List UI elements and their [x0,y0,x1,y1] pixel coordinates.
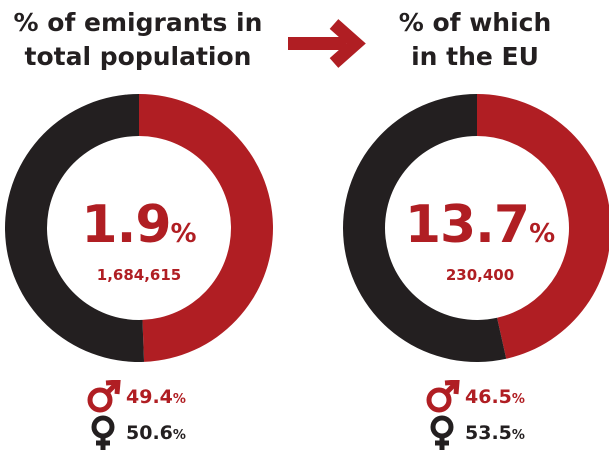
left-donut-center: 1.9% 1,684,615 [49,196,229,285]
right-title-line-2: in the EU [411,42,539,71]
left-percent: 1.9% [49,196,229,263]
right-donut-chart [343,94,609,362]
left-percent-value: 1.9 [81,195,171,255]
left-male-pct: % [172,392,186,407]
right-male-share: 46.5% [465,386,525,408]
right-title-line-1: % of which [398,8,552,37]
right-percent: 13.7% [390,196,570,263]
right-male-pct: % [511,392,525,407]
right-female-pct: % [511,428,525,443]
arrow-head [329,19,366,68]
left-female-pct: % [172,428,186,443]
right-percent-sign: % [529,219,556,249]
left-gender-breakdown: 49.4% 50.6% [86,379,186,451]
right-count: 230,400 [445,266,515,284]
left-female-value: 50.6 [126,422,173,444]
left-slice-female [5,94,145,362]
right-percent-value: 13.7 [404,195,530,255]
left-percent-sign: % [170,219,197,249]
left-title-line-2: total population [24,42,252,71]
left-female-share: 50.6% [126,422,186,444]
female-icon [430,415,454,450]
right-female-row: 53.5% [425,415,525,451]
right-male-value: 46.5 [465,386,512,408]
right-female-share: 53.5% [465,422,525,444]
left-slice-male [139,94,273,362]
left-title-line-1: % of emigrants in [13,8,263,37]
left-male-value: 49.4 [126,386,173,408]
arrow-shaft [288,37,346,50]
left-count: 1,684,615 [96,266,182,284]
left-donut-chart [5,94,273,362]
right-slice-female [343,94,507,362]
male-icon [426,380,460,413]
right-chart-title: % of which in the EU [345,6,605,74]
arrow-right-icon [288,19,366,68]
left-male-share: 49.4% [126,386,186,408]
male-icon [87,380,121,413]
right-donut-center: 13.7% 230,400 [390,196,570,285]
left-male-row: 49.4% [86,379,186,415]
right-male-row: 46.5% [425,379,525,415]
female-icon [91,415,115,450]
right-female-value: 53.5 [465,422,512,444]
left-female-row: 50.6% [86,415,186,451]
right-gender-breakdown: 46.5% 53.5% [425,379,525,451]
left-chart-title: % of emigrants in total population [8,6,268,74]
right-slice-male [477,94,609,359]
